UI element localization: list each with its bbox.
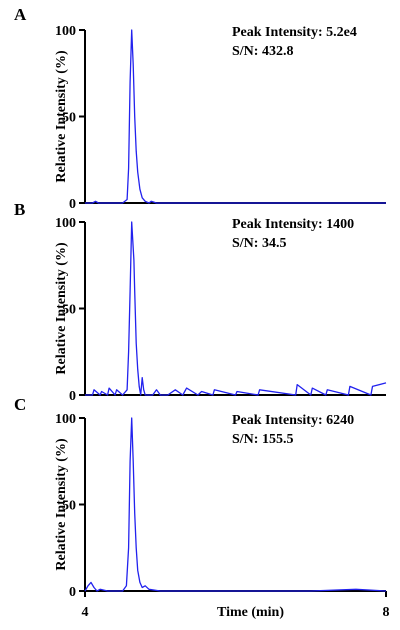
y-tick-label: 100	[55, 412, 76, 427]
signal-to-noise-label: S/N: 155.5	[232, 432, 293, 447]
y-tick-label: 100	[55, 216, 76, 231]
y-axis-title: Relative Intensity (%)	[54, 50, 69, 183]
signal-to-noise-label: S/N: 432.8	[232, 44, 293, 59]
panel-letter: C	[14, 395, 26, 414]
chromatogram-trace	[85, 221, 387, 396]
y-tick-label: 0	[69, 585, 76, 600]
y-axis-title: Relative Intensity (%)	[54, 242, 69, 375]
panel-letter: B	[14, 200, 25, 219]
x-tick-label: 8	[383, 605, 390, 620]
y-axis-title: Relative Intensity (%)	[54, 438, 69, 571]
chart-panel-a: A 0 50 100 Relative Intensity (%) Peak Intens…	[14, 5, 386, 212]
y-tick-label: 50	[62, 111, 76, 126]
peak-intensity-label: Peak Intensity: 5.2e4	[232, 25, 357, 40]
chart-panel-b: B 0 50 100 Relative Intensity (%) Peak Intens…	[14, 200, 387, 404]
x-axis-title: Time (min)	[217, 605, 284, 620]
chromatogram-trace	[85, 29, 386, 204]
signal-to-noise-label: S/N: 34.5	[232, 236, 286, 251]
y-tick-label: 0	[69, 197, 76, 212]
y-tick-label: 50	[62, 303, 76, 318]
y-tick-label: 100	[55, 24, 76, 39]
peak-intensity-label: Peak Intensity: 6240	[232, 413, 354, 428]
peak-intensity-label: Peak Intensity: 1400	[232, 217, 354, 232]
x-tick-label: 4	[82, 605, 89, 620]
y-tick-label: 50	[62, 499, 76, 514]
chromatogram-trace	[84, 417, 387, 592]
panel-letter: A	[14, 5, 27, 24]
y-tick-label: 0	[69, 389, 76, 404]
chart-panel-c: C 0 50 100 4 8 Time (min) Relative Intensity (%…	[14, 395, 390, 620]
